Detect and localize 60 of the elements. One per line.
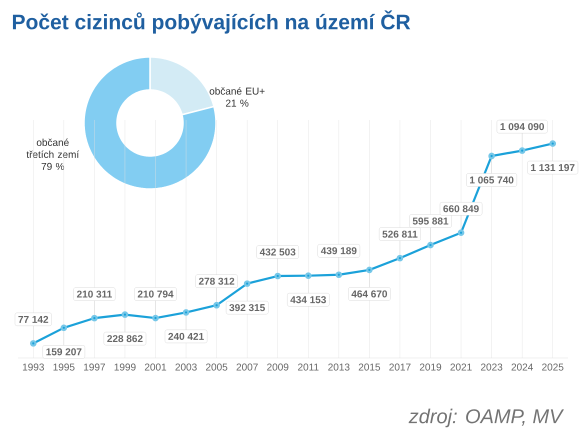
point bbox=[304, 272, 312, 279]
x-tick-label: 2019 bbox=[420, 364, 442, 371]
point bbox=[458, 229, 464, 236]
point bbox=[518, 147, 526, 154]
point bbox=[30, 340, 37, 347]
point bbox=[396, 254, 404, 262]
x-tick-label: 2025 bbox=[542, 364, 564, 371]
point bbox=[152, 314, 159, 322]
data-label: 392 315 bbox=[229, 304, 265, 312]
x-tick-label: 2023 bbox=[480, 364, 502, 371]
point bbox=[213, 302, 220, 309]
x-tick-label: 1999 bbox=[114, 364, 136, 371]
text: zdroj: OAMP, MV bbox=[408, 408, 564, 428]
data-label: 159 207 bbox=[46, 348, 82, 356]
data-label: 660 849 bbox=[443, 205, 479, 212]
point bbox=[182, 309, 190, 316]
point bbox=[60, 324, 68, 332]
data-label: 21 % bbox=[226, 100, 248, 107]
x-tick-label: 2003 bbox=[175, 364, 197, 371]
data-label: 595 881 bbox=[412, 218, 448, 225]
point bbox=[336, 271, 342, 278]
x-tick-label: 2015 bbox=[358, 364, 380, 371]
data-label: 464 670 bbox=[351, 290, 388, 298]
x-tick-label: 2013 bbox=[328, 364, 350, 371]
data-label: 210 311 bbox=[76, 290, 112, 298]
x-tick-label: 1993 bbox=[22, 364, 44, 371]
x-tick-label: 2007 bbox=[236, 364, 258, 371]
point bbox=[244, 280, 250, 287]
slice-label: občané EU+ bbox=[210, 87, 265, 95]
data-label: 228 862 bbox=[107, 335, 143, 342]
x-tick-label: 2005 bbox=[206, 364, 228, 371]
point bbox=[274, 272, 282, 280]
point bbox=[91, 314, 98, 322]
x-tick-label: 2017 bbox=[389, 364, 411, 371]
data-label: 1 131 197 bbox=[531, 164, 575, 172]
point bbox=[549, 140, 556, 147]
point bbox=[427, 242, 434, 248]
slice-label: občané třetích zemí bbox=[26, 138, 80, 158]
data-label: 240 421 bbox=[168, 332, 204, 340]
data-label: 1 094 090 bbox=[500, 123, 544, 130]
chart-title: Počet cizinců pobývajících na území ČR bbox=[12, 10, 410, 34]
point bbox=[122, 311, 128, 318]
data-label: 526 811 bbox=[382, 230, 418, 238]
x-tick-label: 2011 bbox=[298, 364, 319, 371]
point bbox=[366, 266, 373, 274]
data-label: 79 % bbox=[42, 162, 64, 170]
data-label: 210 794 bbox=[138, 290, 174, 298]
x-tick-label: 2021 bbox=[450, 364, 472, 371]
x-tick-label: 2009 bbox=[267, 364, 288, 371]
data-label: 432 503 bbox=[260, 248, 296, 256]
x-tick-label: 1997 bbox=[84, 364, 106, 371]
x-tick-label: 2001 bbox=[144, 364, 166, 371]
data-label: 434 153 bbox=[290, 296, 326, 304]
data-label: 278 312 bbox=[198, 278, 234, 285]
data-label: 439 189 bbox=[320, 247, 357, 254]
data-label: 1 065 740 bbox=[470, 176, 514, 184]
x-tick-label: 2024 bbox=[512, 364, 533, 371]
point bbox=[488, 152, 495, 160]
data-label: 77 142 bbox=[18, 316, 48, 323]
x-tick-label: 1995 bbox=[53, 364, 75, 371]
